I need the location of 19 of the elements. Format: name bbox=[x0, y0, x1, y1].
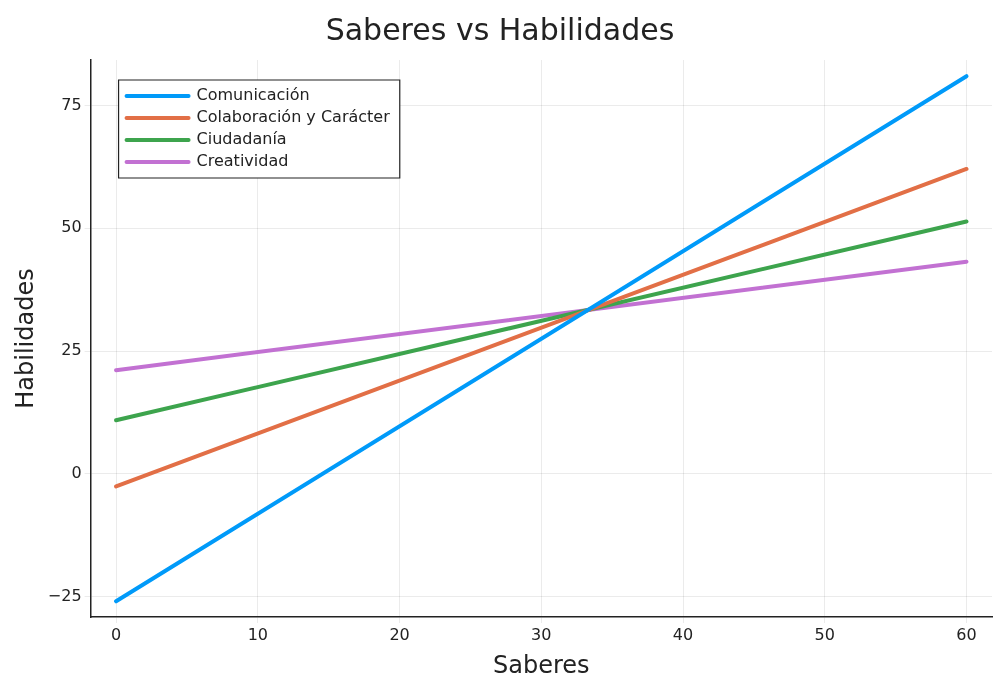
y-tick-label: 25 bbox=[61, 340, 82, 360]
x-tick-label: 0 bbox=[110, 624, 122, 644]
x-tick-label: 30 bbox=[531, 624, 552, 644]
y-axis-title: Habilidades bbox=[10, 268, 39, 409]
y-tick-label: 50 bbox=[61, 217, 82, 237]
x-tick-label: 10 bbox=[247, 624, 268, 644]
y-tick-label: 0 bbox=[71, 462, 82, 482]
x-tick-label: 50 bbox=[814, 624, 835, 644]
x-axis-title: Saberes bbox=[493, 650, 590, 679]
legend-label: Colaboración y Carácter bbox=[196, 107, 391, 127]
y-tick-label: 75 bbox=[61, 94, 82, 114]
legend-label: Creatividad bbox=[196, 151, 289, 171]
y-tick-label: −25 bbox=[47, 585, 82, 605]
x-tick-label: 60 bbox=[956, 624, 977, 644]
legend-label: Comunicación bbox=[196, 85, 310, 105]
x-tick-label: 40 bbox=[672, 624, 694, 644]
legend-label: Ciudadanía bbox=[196, 129, 287, 149]
chart-title: Saberes vs Habilidades bbox=[325, 11, 675, 47]
x-tick-label: 20 bbox=[389, 624, 410, 644]
